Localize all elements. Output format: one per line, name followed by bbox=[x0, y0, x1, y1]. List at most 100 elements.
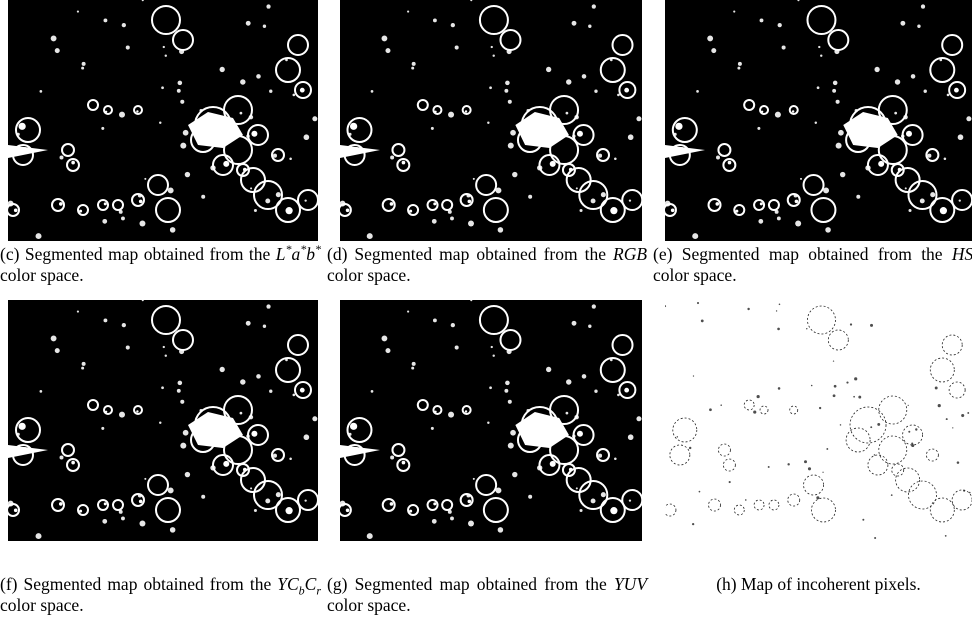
image-detail bbox=[594, 389, 597, 392]
image-detail bbox=[804, 460, 807, 463]
image-detail bbox=[431, 427, 434, 430]
image-detail bbox=[592, 4, 596, 8]
image-detail bbox=[489, 386, 492, 389]
image-detail bbox=[938, 404, 941, 407]
image-detail bbox=[36, 233, 42, 239]
image-detail bbox=[491, 46, 493, 48]
image-detail bbox=[498, 527, 504, 533]
image-detail bbox=[944, 157, 947, 160]
image-detail bbox=[346, 508, 350, 512]
image-detail bbox=[870, 324, 873, 327]
image-detail bbox=[371, 390, 374, 393]
image-detail bbox=[249, 115, 253, 119]
image-detail bbox=[185, 472, 190, 477]
image-detail bbox=[610, 207, 617, 214]
image-detail bbox=[179, 49, 184, 54]
image-detail bbox=[808, 467, 811, 470]
image-detail bbox=[566, 379, 571, 384]
image-detail bbox=[818, 46, 820, 48]
image-detail bbox=[60, 156, 64, 160]
image-detail bbox=[865, 165, 870, 170]
image-detail bbox=[846, 382, 848, 384]
image-detail bbox=[737, 67, 740, 70]
image-detail bbox=[101, 127, 104, 130]
image-detail bbox=[792, 110, 794, 112]
image-detail bbox=[601, 192, 606, 197]
image-detail bbox=[216, 420, 221, 425]
image-detail bbox=[911, 442, 913, 444]
image-detail bbox=[908, 209, 911, 212]
image-detail bbox=[574, 115, 578, 119]
image-detail bbox=[760, 18, 764, 22]
image-detail bbox=[735, 210, 738, 213]
caption-label: (f) bbox=[0, 574, 17, 594]
image-detail bbox=[894, 112, 897, 115]
image-detail bbox=[689, 447, 691, 449]
image-detail bbox=[263, 25, 266, 28]
image-detail bbox=[850, 323, 852, 325]
image-detail bbox=[251, 131, 257, 137]
caption-text: Segmented map obtained from the bbox=[355, 574, 607, 594]
image-detail bbox=[903, 115, 907, 119]
image-detail bbox=[753, 411, 756, 414]
image-detail bbox=[778, 23, 782, 27]
image-detail bbox=[760, 202, 763, 205]
image-detail bbox=[256, 374, 261, 379]
math-symbol: L bbox=[276, 244, 286, 264]
image-detail bbox=[170, 227, 176, 233]
image-detail bbox=[136, 410, 138, 412]
image-detail bbox=[574, 415, 578, 419]
image-detail bbox=[17, 133, 20, 136]
image-detail bbox=[473, 178, 475, 180]
image-detail bbox=[963, 490, 965, 492]
image-detail bbox=[577, 131, 583, 137]
math-symbol: a bbox=[292, 244, 301, 264]
math-subscript: r bbox=[316, 584, 321, 598]
image-detail bbox=[448, 210, 452, 214]
image-detail bbox=[367, 233, 373, 239]
image-detail bbox=[265, 498, 270, 503]
image-detail bbox=[617, 394, 620, 397]
image-detail bbox=[692, 523, 694, 525]
image-detail bbox=[508, 100, 512, 104]
image-detail bbox=[959, 200, 961, 202]
image-detail bbox=[432, 519, 437, 524]
image-detail bbox=[757, 127, 760, 130]
image-detail bbox=[537, 465, 542, 470]
image-detail bbox=[103, 18, 107, 22]
image-detail bbox=[450, 216, 454, 220]
image-detail bbox=[210, 165, 215, 170]
image-detail bbox=[473, 478, 475, 480]
image-detail bbox=[874, 454, 876, 456]
image-detail bbox=[201, 195, 205, 199]
image-detail bbox=[273, 154, 277, 158]
image-detail bbox=[832, 89, 836, 93]
image-detail bbox=[139, 521, 145, 527]
image-detail bbox=[677, 436, 678, 437]
image-detail bbox=[223, 461, 229, 467]
image-detail bbox=[512, 472, 517, 477]
image-detail bbox=[411, 67, 414, 70]
image-detail bbox=[527, 109, 530, 112]
image-detail bbox=[40, 90, 43, 93]
image-detail bbox=[178, 381, 183, 386]
image-detail bbox=[920, 198, 925, 203]
image-detail bbox=[246, 434, 249, 437]
image-detail bbox=[487, 122, 489, 124]
math: YCbCr bbox=[277, 574, 321, 594]
image-detail bbox=[675, 123, 682, 130]
image-detail bbox=[168, 487, 174, 493]
image-detail bbox=[576, 487, 578, 489]
image-detail bbox=[122, 23, 126, 27]
image-detail bbox=[412, 362, 416, 366]
image-detail bbox=[104, 502, 107, 505]
image-detail bbox=[775, 210, 779, 214]
image-detail bbox=[614, 157, 617, 160]
image-detail bbox=[915, 428, 917, 430]
image-detail bbox=[778, 387, 781, 390]
image-detail bbox=[381, 35, 387, 41]
image-detail bbox=[170, 527, 176, 533]
image-detail bbox=[528, 495, 532, 499]
image-detail bbox=[566, 412, 569, 415]
caption-text: Segmented map obtained from the bbox=[354, 244, 606, 264]
